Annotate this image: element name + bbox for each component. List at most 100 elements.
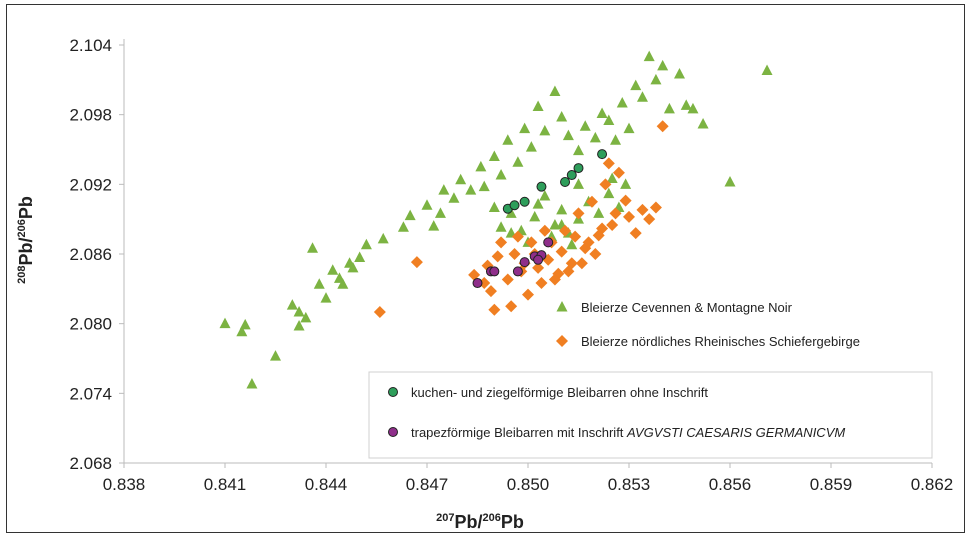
ore-rhenish-point <box>511 230 524 243</box>
ore-cevennes-point <box>337 278 349 289</box>
ore-rhenish-point <box>468 268 481 281</box>
x-tick-label: 0.844 <box>305 475 348 494</box>
x-axis-title: 207Pb/206Pb <box>436 512 524 532</box>
y-axis-title-part-a: Pb/ <box>16 238 36 266</box>
ore-cevennes-point <box>360 238 372 250</box>
ore-cevennes-point <box>307 242 319 253</box>
ore-rhenish-point <box>373 306 386 319</box>
ingot-plain-point <box>566 170 577 181</box>
ore-rhenish-point <box>656 120 669 133</box>
ingot-plain-point <box>509 200 520 211</box>
ore-cevennes-point <box>404 209 416 221</box>
ore-cevennes-point <box>421 199 433 210</box>
ore-cevennes-point <box>239 318 251 330</box>
y-tick-label: 2.068 <box>69 454 112 473</box>
ore-rhenish-point <box>522 288 534 301</box>
ingot-plain-point <box>597 149 608 160</box>
series-3 <box>472 237 554 289</box>
ore-cevennes-point <box>512 156 524 167</box>
ore-cevennes-point <box>630 79 642 91</box>
ore-rhenish-point <box>525 236 538 249</box>
x-axis-title-sup2: 206 <box>483 512 501 524</box>
ore-cevennes-point <box>428 220 440 231</box>
ore-cevennes-point <box>327 264 339 275</box>
ore-rhenish-point <box>491 250 504 263</box>
ore-cevennes-point <box>300 311 312 323</box>
tick-labels: 0.838 0.841 0.844 0.847 0.850 0.853 0.856 0.859… <box>69 36 953 494</box>
legend-marker-circle <box>388 427 398 437</box>
ore-cevennes-point <box>589 131 601 143</box>
ingot-inscribed-point <box>472 278 483 289</box>
ore-cevennes-point <box>650 73 662 85</box>
ore-rhenish-point <box>484 285 497 298</box>
legend-box <box>368 371 933 459</box>
ore-cevennes-point <box>313 278 325 289</box>
ore-cevennes-point <box>495 221 507 232</box>
ore-cevennes-point <box>519 122 531 134</box>
ore-cevennes-point <box>377 232 389 244</box>
series-1 <box>373 120 669 319</box>
ore-cevennes-point <box>488 150 500 161</box>
axis-titles: 207Pb/206Pb 208Pb/206Pb <box>16 196 524 532</box>
ore-cevennes-point <box>636 91 648 102</box>
ore-cevennes-point <box>556 203 568 215</box>
x-tick-label: 0.847 <box>406 475 449 494</box>
ore-cevennes-point <box>556 110 568 122</box>
y-axis-title: 208Pb/206Pb <box>16 196 36 284</box>
ore-cevennes-point <box>505 207 517 218</box>
y-tick-label: 2.098 <box>69 106 112 125</box>
ore-cevennes-point <box>293 319 305 331</box>
ore-rhenish-point <box>589 248 602 260</box>
ore-rhenish-point <box>623 210 635 223</box>
ore-cevennes-point <box>286 299 298 310</box>
ore-cevennes-point <box>610 134 622 145</box>
ore-cevennes-point <box>539 189 551 201</box>
ore-cevennes-point <box>532 198 544 209</box>
ore-cevennes-point <box>448 192 460 203</box>
ingot-inscribed-point <box>533 254 544 265</box>
y-tick-label: 2.092 <box>69 175 112 194</box>
ore-rhenish-point <box>599 178 612 191</box>
ore-rhenish-point <box>619 194 632 207</box>
ore-cevennes-point <box>687 102 699 114</box>
ore-rhenish-point <box>575 257 588 270</box>
x-axis-title-sup: 207 <box>436 512 454 524</box>
legend-marker-diamond <box>556 335 568 347</box>
legend-label: trapezförmige Bleibarren mit Inschrift A… <box>411 425 845 440</box>
ore-cevennes-point <box>438 184 450 195</box>
ore-cevennes-point <box>623 122 635 134</box>
y-axis-title-part-b: Pb <box>16 196 36 219</box>
ore-cevennes-point <box>620 178 632 189</box>
ore-cevennes-point <box>293 306 305 317</box>
legend-ores: Bleierze Cevennen & Montagne Noir Bleierz… <box>556 300 860 349</box>
ore-cevennes-point <box>593 207 605 218</box>
ore-rhenish-point <box>508 248 521 260</box>
ore-rhenish-point <box>535 277 548 290</box>
ore-rhenish-point <box>596 222 609 235</box>
ore-rhenish-point <box>555 245 568 258</box>
ore-cevennes-point <box>616 97 628 108</box>
ore-cevennes-point <box>246 378 258 389</box>
ore-cevennes-point <box>674 68 685 79</box>
ore-cevennes-point <box>761 64 773 76</box>
ore-cevennes-point <box>657 59 669 71</box>
ore-rhenish-point <box>582 236 595 249</box>
ingot-inscribed-point <box>489 266 500 277</box>
ore-cevennes-point <box>488 201 500 213</box>
ore-rhenish-point <box>495 236 508 249</box>
legend-label: kuchen- und ziegelförmige Bleibarren ohn… <box>411 385 708 400</box>
ore-rhenish-point <box>636 203 649 216</box>
y-tick-label: 2.086 <box>69 245 112 264</box>
y-axis-title-sup: 208 <box>16 266 28 284</box>
ore-rhenish-point <box>488 303 501 316</box>
ingot-inscribed-point <box>512 266 523 277</box>
ore-rhenish-point <box>559 224 572 237</box>
ore-cevennes-point <box>697 117 709 129</box>
x-tick-label: 0.859 <box>810 475 853 494</box>
ore-cevennes-point <box>549 85 561 96</box>
ore-cevennes-point <box>525 141 537 152</box>
ore-cevennes-point <box>532 100 544 112</box>
y-axis-title-sup2: 206 <box>16 219 28 237</box>
ore-cevennes-point <box>465 184 477 195</box>
